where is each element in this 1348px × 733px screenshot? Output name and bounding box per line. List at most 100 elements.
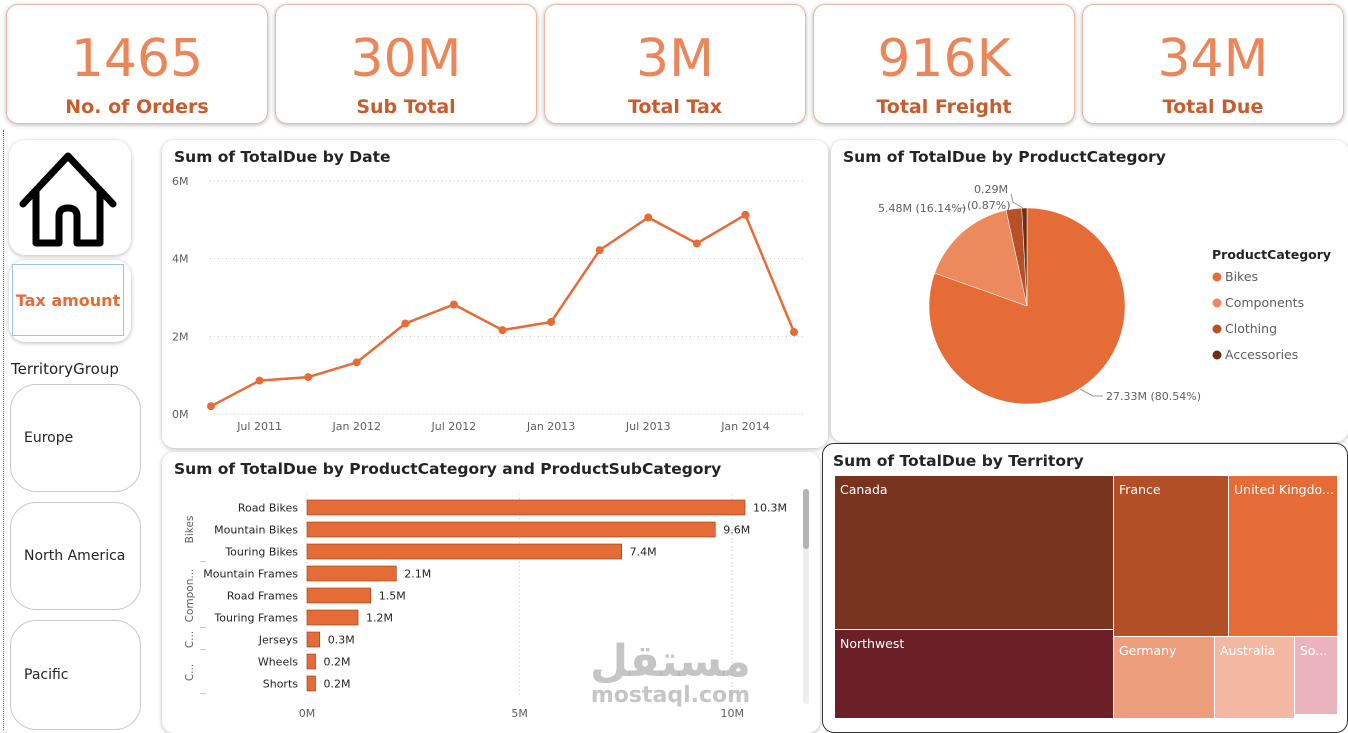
pie-chart-card: Sum of TotalDue by ProductCategory 27.33…	[831, 140, 1348, 442]
kpi-card-freight: 916K Total Freight	[813, 4, 1075, 124]
data-point	[498, 326, 507, 335]
data-label-accessories-value: 0.29M	[974, 183, 1008, 196]
scrollbar-thumb[interactable]	[803, 489, 809, 549]
slicer-item-north-america[interactable]: North America	[10, 502, 141, 610]
bar	[306, 587, 372, 604]
bar-category-label: Mountain Bikes	[214, 524, 298, 537]
group-label: C...	[184, 631, 196, 648]
treemap-cell-france[interactable]: France	[1114, 476, 1228, 636]
bar-category-label: Touring Frames	[213, 612, 298, 625]
kpi-label: No. of Orders	[65, 96, 209, 118]
watermark: مستقل mostaql.com	[590, 640, 751, 708]
slicer-item-pacific[interactable]: Pacific	[10, 620, 141, 730]
legend-item-components: Components	[1225, 295, 1304, 310]
leader-line	[1010, 193, 1024, 209]
home-icon	[19, 152, 117, 247]
bar-data-label: 10.3M	[753, 502, 787, 515]
x-tick-label: Jul 2012	[431, 420, 477, 433]
slicer-item-europe[interactable]: Europe	[10, 384, 141, 492]
bar	[306, 631, 321, 648]
data-point	[449, 300, 458, 309]
treemap-cell-australia[interactable]: Australia	[1215, 637, 1294, 718]
legend-marker	[1212, 324, 1222, 334]
group-label: Bikes	[184, 516, 196, 544]
bar-category-label: Road Bikes	[238, 502, 298, 515]
bar-data-label: 9.6M	[723, 524, 750, 537]
legend-item-accessories: Accessories	[1225, 347, 1298, 362]
x-tick-label: Jan 2014	[720, 420, 769, 433]
bar	[306, 675, 316, 692]
bar-category-label: Wheels	[258, 656, 298, 669]
series-line	[210, 212, 796, 408]
bar-category-label: Mountain Frames	[203, 568, 298, 581]
home-button[interactable]	[9, 140, 131, 255]
bar	[306, 499, 746, 516]
bar-category-label: Touring Bikes	[224, 546, 298, 559]
legend-marker	[1212, 350, 1222, 360]
kpi-value: 1465	[70, 29, 204, 89]
bar	[306, 653, 316, 670]
data-point	[547, 317, 556, 326]
treemap: Canada Northwest France United Kingdo... Ger…	[823, 444, 1348, 733]
pie-slice-components	[934, 209, 1028, 307]
kpi-card-orders: 1465 No. of Orders	[6, 4, 268, 124]
tax-amount-button[interactable]: Tax amount	[9, 260, 131, 342]
data-point	[401, 319, 410, 328]
data-point	[741, 210, 750, 219]
y-tick-label: 0M	[172, 408, 189, 421]
chart-title: Sum of TotalDue by Date	[174, 148, 391, 166]
kpi-card-tax: 3M Total Tax	[544, 4, 806, 124]
data-point	[255, 376, 264, 385]
legend-item-bikes: Bikes	[1225, 269, 1258, 284]
bar-data-label: 0.2M	[324, 678, 351, 691]
scrollbar-track[interactable]	[803, 489, 809, 704]
bar-data-label: 0.3M	[328, 634, 355, 647]
kpi-value: 3M	[636, 29, 714, 89]
bar-data-label: 0.2M	[324, 656, 351, 669]
y-tick-label: 6M	[172, 175, 189, 188]
treemap-cell-germany[interactable]: Germany	[1114, 637, 1214, 718]
bar-category-label: Shorts	[263, 678, 299, 691]
data-label-accessories-percent: (0.87%)	[967, 199, 1011, 212]
line-chart-card: Sum of TotalDue by Date 0M 2M 4M 6M Jul 2011…	[162, 140, 828, 448]
legend-marker	[1212, 272, 1222, 282]
chart-title: Sum of TotalDue by Territory	[833, 452, 1084, 470]
y-tick-label: 4M	[172, 253, 189, 266]
treemap-cell-so[interactable]: So...	[1295, 637, 1337, 714]
bar	[306, 565, 397, 582]
kpi-value: 916K	[877, 29, 1011, 89]
chart-title: Sum of TotalDue by ProductCategory and P…	[174, 460, 722, 478]
x-tick-label: 10M	[720, 707, 744, 720]
data-point	[790, 328, 798, 337]
legend-marker	[1212, 298, 1222, 308]
treemap-cell-northwest[interactable]: Northwest	[835, 630, 1113, 718]
page-divider	[3, 130, 4, 730]
kpi-value: 30M	[350, 29, 462, 89]
watermark-arabic: مستقل	[590, 636, 751, 687]
data-point	[352, 358, 361, 367]
bar-data-label: 2.1M	[404, 568, 431, 581]
bar-data-label: 1.2M	[366, 612, 393, 625]
kpi-card-totaldue: 34M Total Due	[1082, 4, 1344, 124]
data-point	[644, 213, 653, 222]
bar	[306, 543, 622, 560]
legend-title: ProductCategory	[1212, 247, 1331, 262]
data-point	[304, 373, 313, 382]
x-tick-label: 0M	[299, 707, 316, 720]
chart-title: Sum of TotalDue by ProductCategory	[843, 148, 1166, 166]
watermark-latin: mostaql.com	[590, 683, 751, 708]
bar-category-label: Jerseys	[258, 634, 299, 647]
kpi-label: Total Due	[1162, 96, 1264, 118]
treemap-cell-united-kingdo[interactable]: United Kingdo...	[1229, 476, 1337, 636]
treemap-cell-canada[interactable]: Canada	[835, 476, 1113, 629]
x-tick-label: Jan 2012	[332, 420, 381, 433]
data-point	[692, 239, 701, 248]
line-chart: 0M 2M 4M 6M Jul 2011 Jan 2012 Jul 2012 Jan 2013…	[172, 175, 806, 433]
bar-data-label: 7.4M	[630, 546, 657, 559]
bar-chart-card: Sum of TotalDue by ProductCategory and P…	[162, 452, 820, 733]
treemap-card: Sum of TotalDue by Territory Canada North…	[822, 443, 1348, 733]
x-tick-label: Jan 2013	[526, 420, 575, 433]
legend-item-clothing: Clothing	[1225, 321, 1277, 336]
bar-category-label: Road Frames	[227, 590, 298, 603]
bar	[306, 521, 716, 538]
